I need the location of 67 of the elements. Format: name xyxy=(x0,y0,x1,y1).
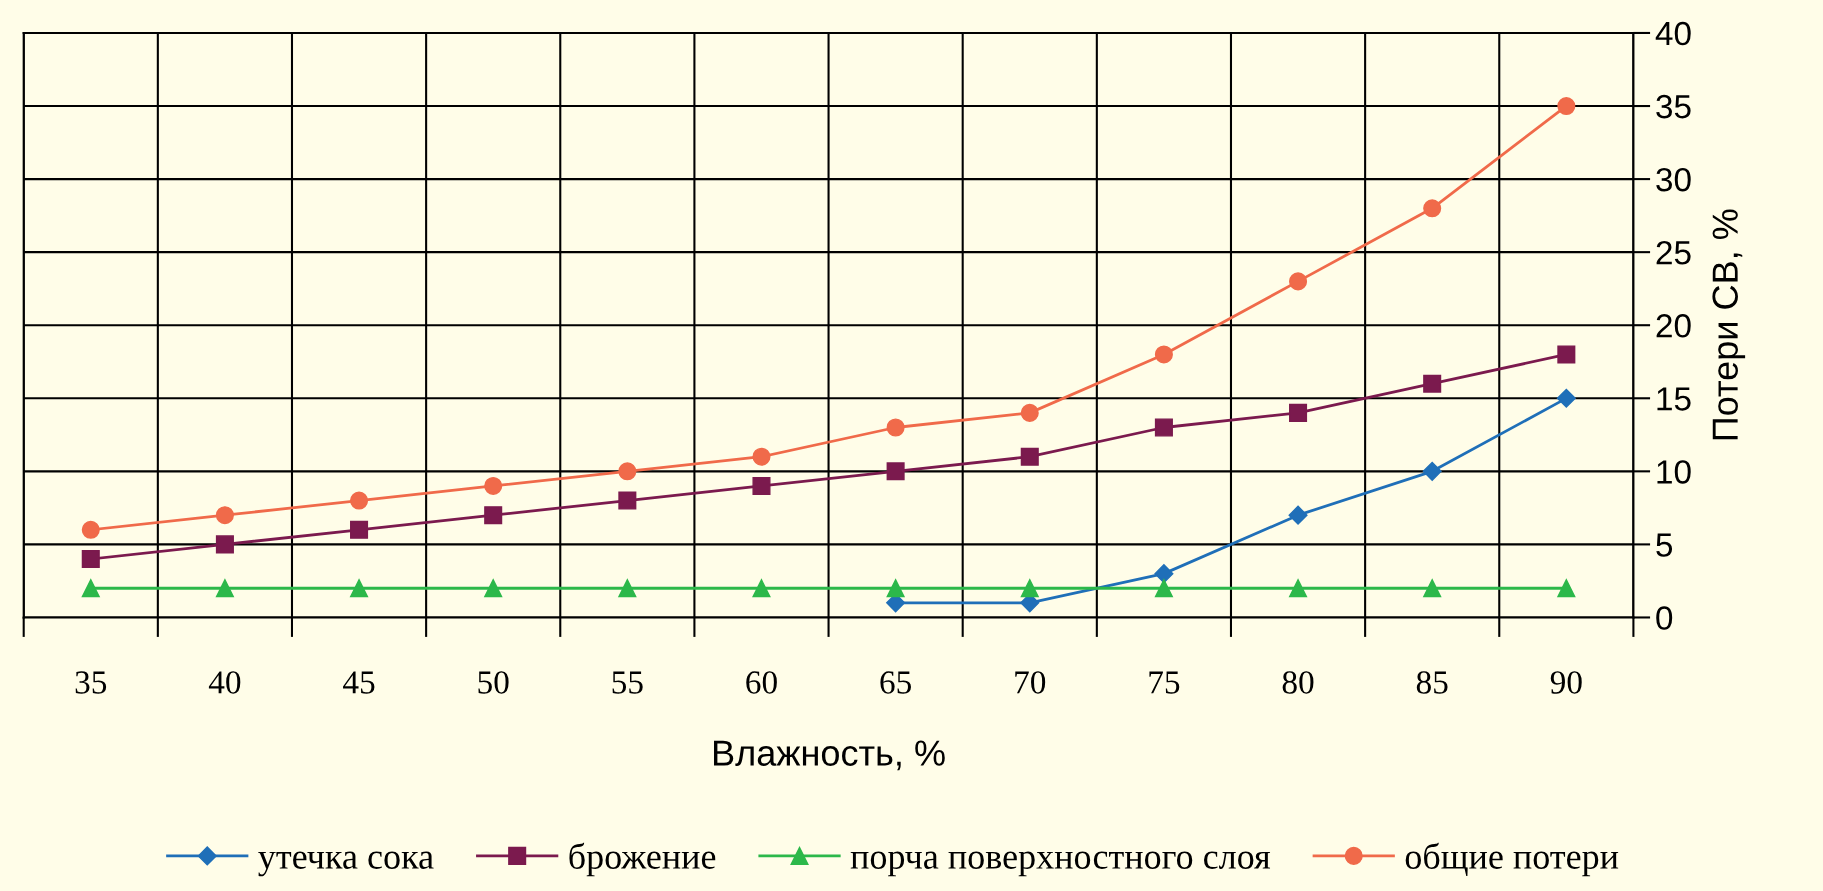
point xyxy=(752,579,771,598)
point xyxy=(1557,579,1576,598)
point xyxy=(1154,579,1173,598)
point xyxy=(1154,564,1174,584)
x-tick-label: 75 xyxy=(1149,671,1180,694)
point xyxy=(215,506,234,525)
point xyxy=(1422,461,1442,481)
point xyxy=(215,535,234,554)
y-axis-title: Потери СВ, % xyxy=(1712,209,1746,440)
point xyxy=(1423,579,1442,598)
x-tick-label: 70 xyxy=(1015,671,1046,694)
point xyxy=(752,476,771,495)
x-tick-label: 85 xyxy=(1416,671,1448,694)
point xyxy=(1289,272,1308,291)
point xyxy=(1423,199,1442,218)
point xyxy=(1289,579,1308,598)
y-tick-label: 35 xyxy=(1656,94,1691,119)
y-tick-label: 20 xyxy=(1656,314,1691,338)
x-tick-label: 80 xyxy=(1282,671,1314,694)
point xyxy=(886,418,905,437)
point xyxy=(484,579,503,598)
point xyxy=(1154,345,1173,364)
point xyxy=(618,462,637,481)
x-tick-label: 65 xyxy=(880,671,911,694)
legend-label: утечка сока xyxy=(258,851,434,877)
point xyxy=(484,476,503,495)
point xyxy=(350,520,369,539)
legend-label: общие потери xyxy=(1405,842,1619,877)
point xyxy=(1288,505,1308,525)
x-tick-label: 60 xyxy=(746,671,777,694)
x-tick-label: 90 xyxy=(1550,671,1582,694)
y-tick-label: 5 xyxy=(1656,533,1673,557)
y-tick-label: 15 xyxy=(1657,387,1691,411)
point xyxy=(350,491,369,510)
x-tick-label: 55 xyxy=(612,671,643,694)
point xyxy=(752,447,771,466)
point xyxy=(1154,418,1173,437)
x-tick-label: 50 xyxy=(478,671,509,694)
y-tick-label: 25 xyxy=(1656,240,1691,265)
point xyxy=(350,579,369,598)
point xyxy=(618,579,637,598)
point xyxy=(484,506,503,525)
x-axis-title: Влажность, % xyxy=(714,740,945,771)
y-tick-label: 40 xyxy=(1655,21,1691,46)
point xyxy=(81,549,100,569)
point xyxy=(1557,97,1576,116)
x-tick-label: 40 xyxy=(208,671,241,694)
point xyxy=(1020,447,1039,466)
point xyxy=(886,462,905,481)
point xyxy=(1289,403,1308,422)
point xyxy=(215,579,234,598)
y-tick-label: 30 xyxy=(1656,167,1691,192)
point xyxy=(1557,345,1576,364)
point xyxy=(1020,403,1039,422)
point xyxy=(1556,388,1576,408)
point xyxy=(1020,579,1039,598)
y-tick-label: 10 xyxy=(1657,460,1691,484)
point xyxy=(1423,374,1442,393)
y-tick-label: 0 xyxy=(1656,606,1673,630)
x-tick-label: 45 xyxy=(343,671,375,694)
point xyxy=(81,520,100,539)
legend-label: порча поверхностного слоя xyxy=(850,851,1271,877)
legend-label: брожение xyxy=(569,842,716,877)
x-tick-label: 35 xyxy=(75,671,107,694)
point xyxy=(81,579,100,598)
point xyxy=(886,579,905,598)
point xyxy=(618,491,637,510)
